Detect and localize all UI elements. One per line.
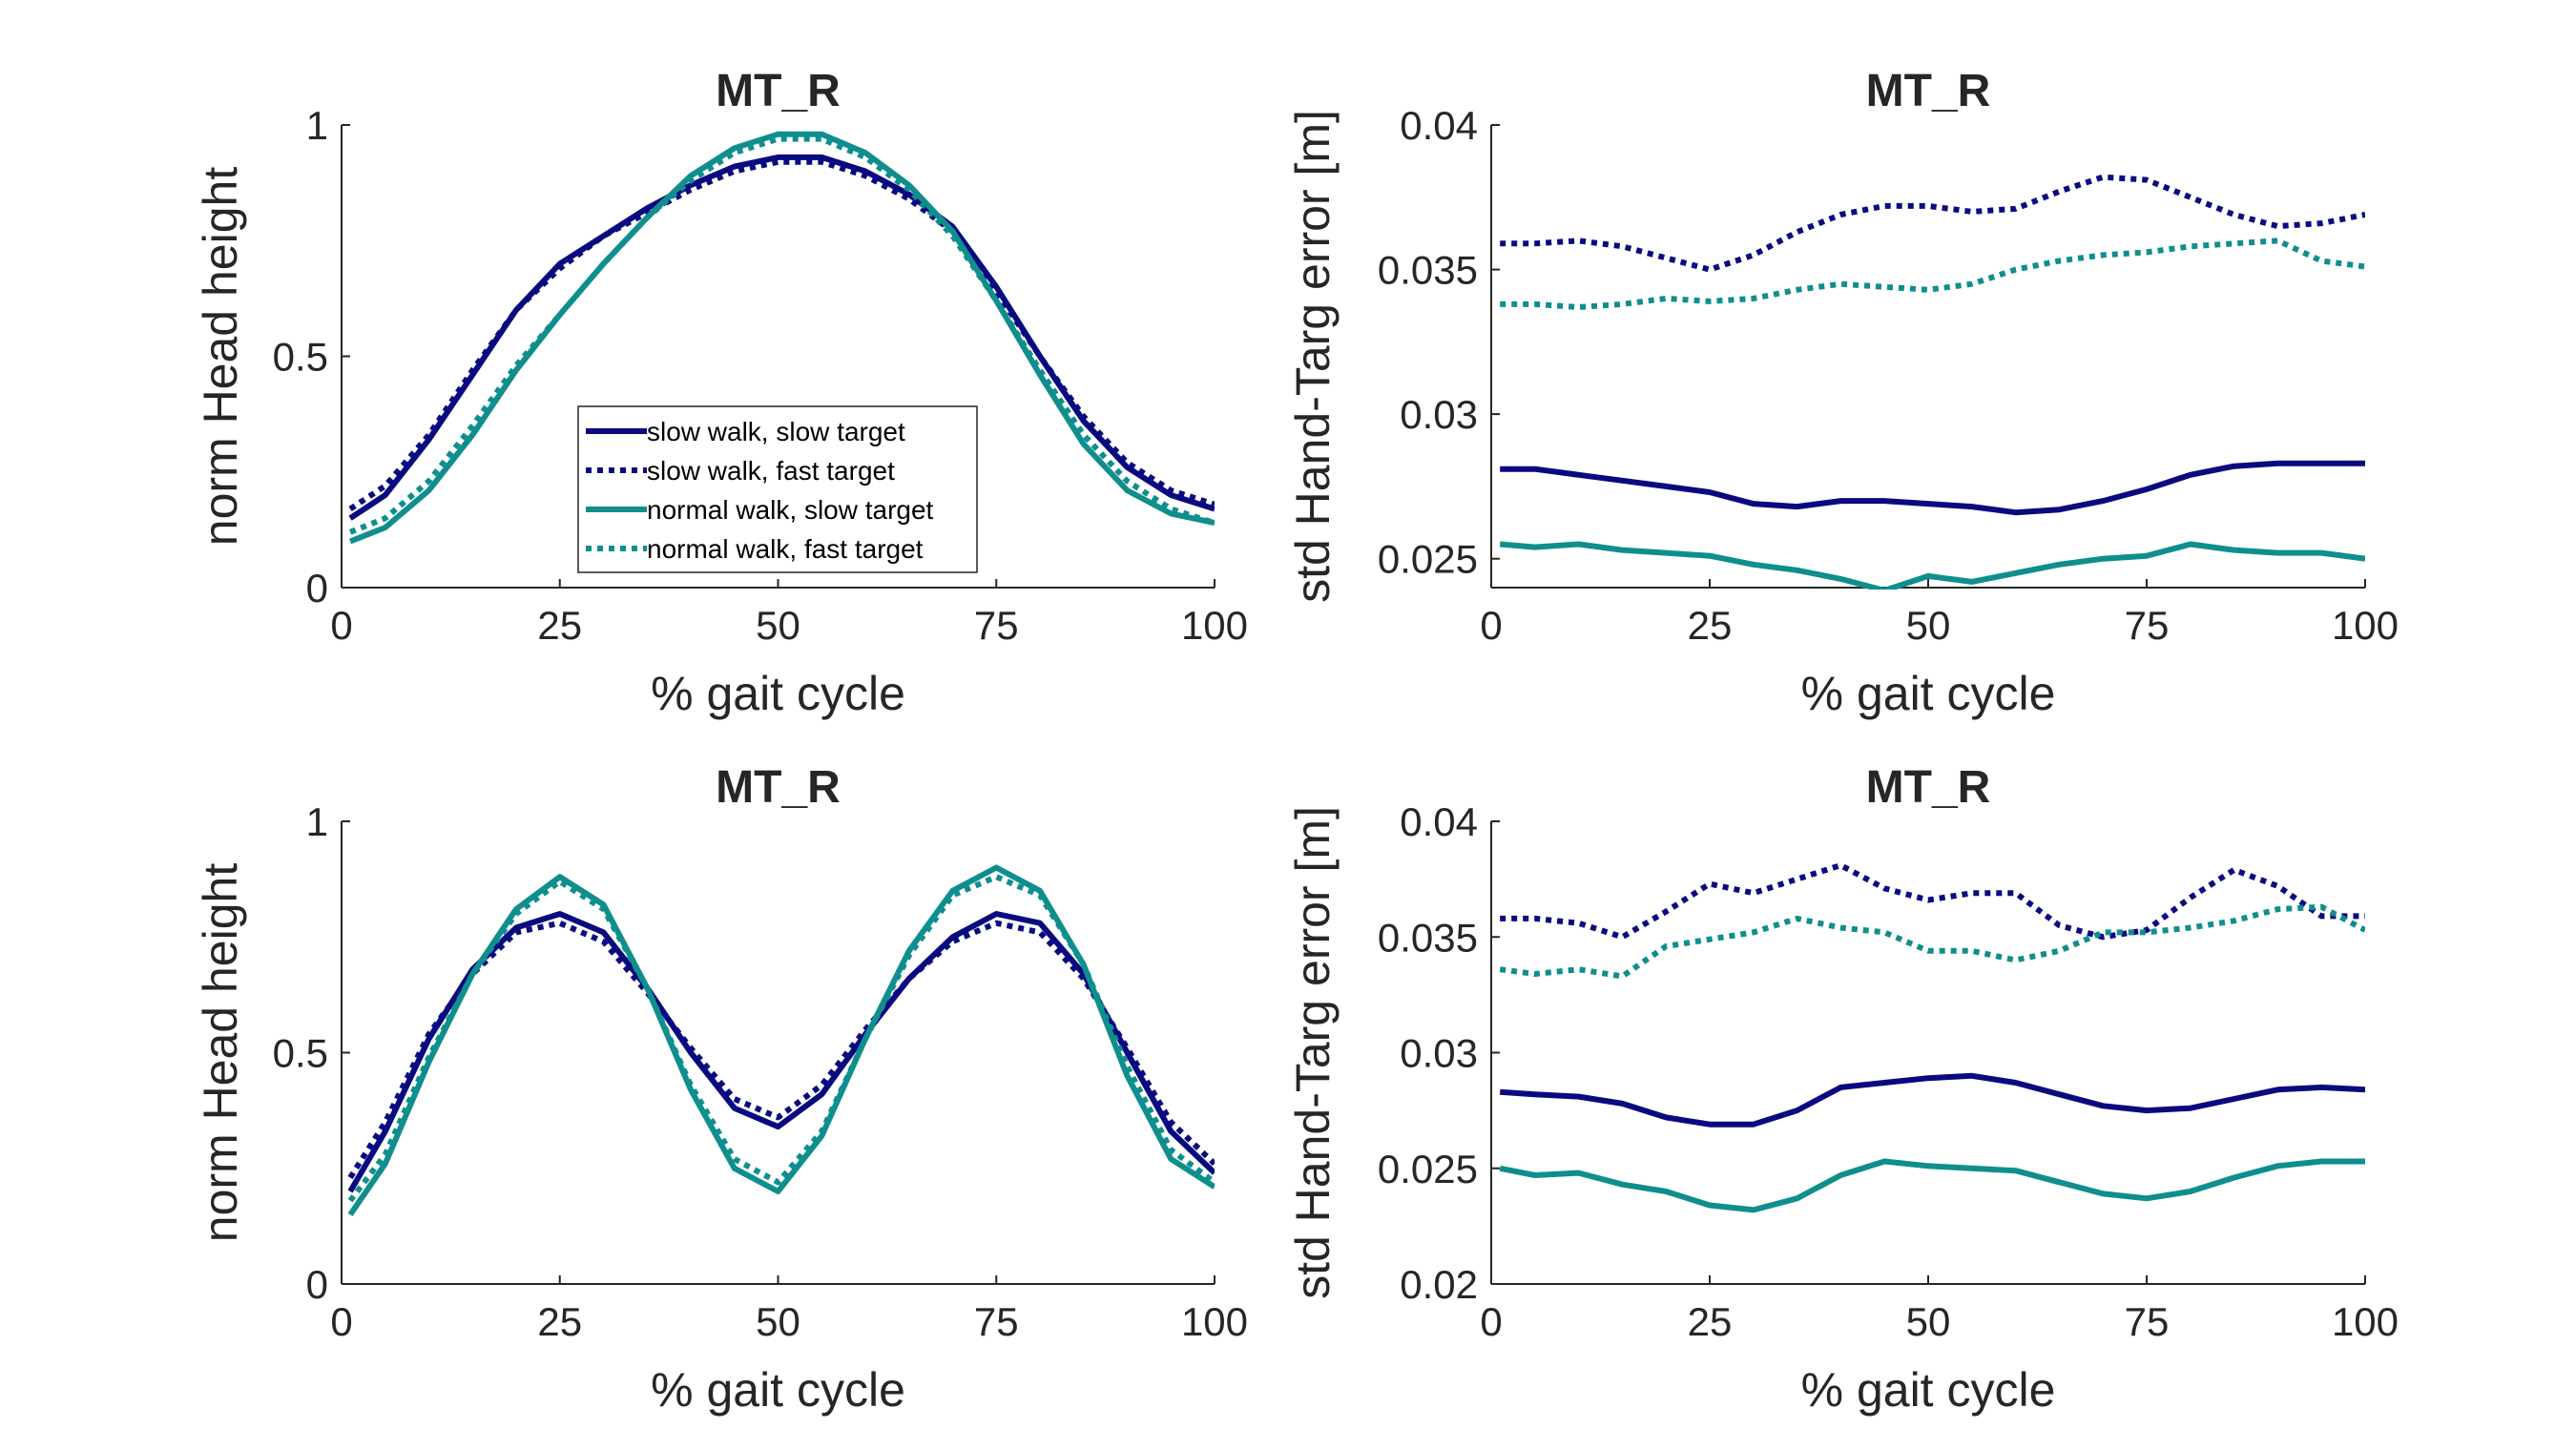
x-tick-label: 0 [330, 1299, 352, 1344]
y-axis-label: norm Head height [194, 863, 247, 1243]
series-line-normal-walk-slow-target [348, 131, 1215, 545]
x-tick-label: 75 [2125, 603, 2170, 648]
x-tick-label: 100 [2332, 603, 2399, 648]
series-line-normal-walk-slow-target [347, 864, 1215, 1216]
y-axis-label: norm Head height [194, 167, 247, 547]
y-axis-label: std Hand-Targ error [m] [1286, 110, 1340, 603]
y-tick-label: 0.04 [1400, 103, 1478, 148]
x-tick-label: 75 [974, 603, 1019, 648]
x-tick-label: 100 [1181, 603, 1248, 648]
y-tick-label: 0.035 [1378, 915, 1478, 960]
y-tick-label: 1 [306, 799, 328, 844]
y-tick-label: 0.02 [1400, 1262, 1478, 1307]
x-axis-label: % gait cycle [651, 667, 905, 720]
chart-title: MT_R [716, 762, 841, 813]
series-line-normal-walk-fast-target [1499, 903, 2365, 980]
chart-panel-1: 0 25 50 75 100 0 0.5 1 MT_R % gait cycle norm Head… [194, 66, 1248, 720]
x-tick-label: 100 [1181, 1299, 1248, 1344]
y-tick-label: 0.5 [273, 1031, 328, 1076]
x-tick-label: 50 [756, 1299, 800, 1344]
chart-title: MT_R [1866, 762, 1991, 813]
x-tick-label: 25 [1688, 603, 1733, 648]
x-tick-label: 25 [537, 1299, 582, 1344]
series-group [1499, 174, 2365, 590]
legend: slow walk, slow target slow walk, fast ta… [577, 405, 978, 573]
x-tick-label: 50 [1906, 1299, 1951, 1344]
x-tick-label: 50 [1906, 603, 1951, 648]
x-tick-label: 0 [1480, 1299, 1502, 1344]
x-tick-label: 75 [2125, 1299, 2170, 1344]
x-axis-label: % gait cycle [1801, 1363, 2056, 1417]
series-line-slow-walk-fast-target [1500, 174, 2365, 273]
series-line-slow-walk-fast-target [348, 158, 1215, 512]
x-tick-label: 75 [974, 1299, 1019, 1344]
series-line-normal-walk-fast-target [1500, 238, 2365, 310]
legend-label: normal walk, slow target [647, 495, 934, 525]
series-line-slow-walk-slow-target [1500, 460, 2365, 516]
y-tick-label: 1 [306, 103, 328, 148]
y-axis-label: std Hand-Targ error [m] [1286, 806, 1340, 1299]
chart-title: MT_R [1866, 66, 1991, 116]
series-line-slow-walk-fast-target [347, 920, 1215, 1180]
x-tick-label: 0 [1480, 603, 1502, 648]
x-tick-label: 0 [330, 603, 352, 648]
y-tick-label: 0.025 [1378, 1147, 1478, 1191]
y-tick-label: 0 [306, 566, 328, 611]
legend-label: slow walk, slow target [647, 417, 905, 446]
series-group [348, 131, 1215, 545]
series-line-normal-walk-fast-target [347, 874, 1215, 1203]
y-tick-label: 0.025 [1378, 537, 1478, 582]
series-line-slow-walk-fast-target [1500, 862, 2365, 941]
y-tick-label: 0 [306, 1262, 328, 1307]
x-tick-label: 25 [537, 603, 582, 648]
series-group [347, 864, 1215, 1216]
chart-title: MT_R [716, 66, 841, 116]
series-line-normal-walk-slow-target [1499, 541, 2365, 590]
chart-panel-3: 0 25 50 75 100 0 0.5 1 MT_R % gait cycle norm Head… [194, 762, 1248, 1417]
series-line-slow-walk-slow-target [1499, 1072, 2365, 1128]
chart-panel-2: 0 25 50 75 100 0.025 0.03 0.035 0.04 MT_R % gait c… [1286, 66, 2399, 720]
y-tick-label: 0.03 [1400, 1031, 1478, 1076]
x-tick-label: 25 [1688, 1299, 1733, 1344]
x-tick-label: 50 [756, 603, 800, 648]
x-axis-label: % gait cycle [1801, 667, 2056, 720]
chart-panel-4: 0 25 50 75 100 0.02 0.025 0.03 0.035 0.04 MT_R % ga… [1286, 762, 2399, 1417]
y-tick-label: 0.035 [1378, 248, 1478, 293]
legend-label: normal walk, fast target [647, 534, 924, 564]
series-group [1499, 862, 2365, 1213]
y-tick-label: 0.03 [1400, 392, 1478, 437]
y-tick-label: 0.5 [273, 335, 328, 380]
x-axis-label: % gait cycle [651, 1363, 905, 1417]
series-line-normal-walk-slow-target [1499, 1158, 2365, 1213]
series-line-slow-walk-slow-target [347, 911, 1215, 1193]
y-tick-label: 0.04 [1400, 799, 1478, 844]
legend-label: slow walk, fast target [647, 456, 895, 486]
x-tick-label: 100 [2332, 1299, 2399, 1344]
